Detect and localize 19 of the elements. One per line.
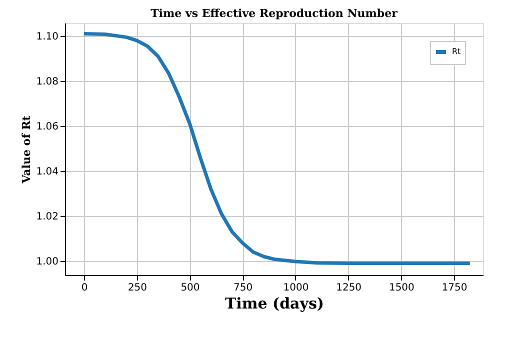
x-tick-label: 1750	[442, 282, 468, 294]
y-tick-label: 1.02	[36, 212, 58, 223]
x-tick-label: 0	[81, 282, 88, 294]
legend-label: Rt	[452, 47, 461, 56]
y-axis-title: Value of Rt	[20, 114, 34, 184]
x-tick-label: 1250	[336, 282, 362, 294]
chart-title: Time vs Effective Reproduction Number	[150, 7, 398, 20]
x-tick-label: 1500	[388, 282, 414, 294]
y-tick-label: 1.04	[36, 166, 58, 178]
x-tick-label: 750	[234, 282, 253, 294]
y-tick-label: 1.08	[36, 76, 58, 88]
y-tick-label: 1.10	[36, 32, 58, 43]
line-series	[82, 32, 472, 266]
x-tick-label: 500	[180, 282, 200, 294]
x-axis-title: Time (days)	[224, 294, 324, 312]
x-tick-label: 250	[128, 282, 147, 294]
y-tick-label: 1.00	[36, 256, 58, 268]
y-tick-label: 1.06	[36, 122, 58, 133]
x-tick-label: 1000	[283, 282, 309, 294]
